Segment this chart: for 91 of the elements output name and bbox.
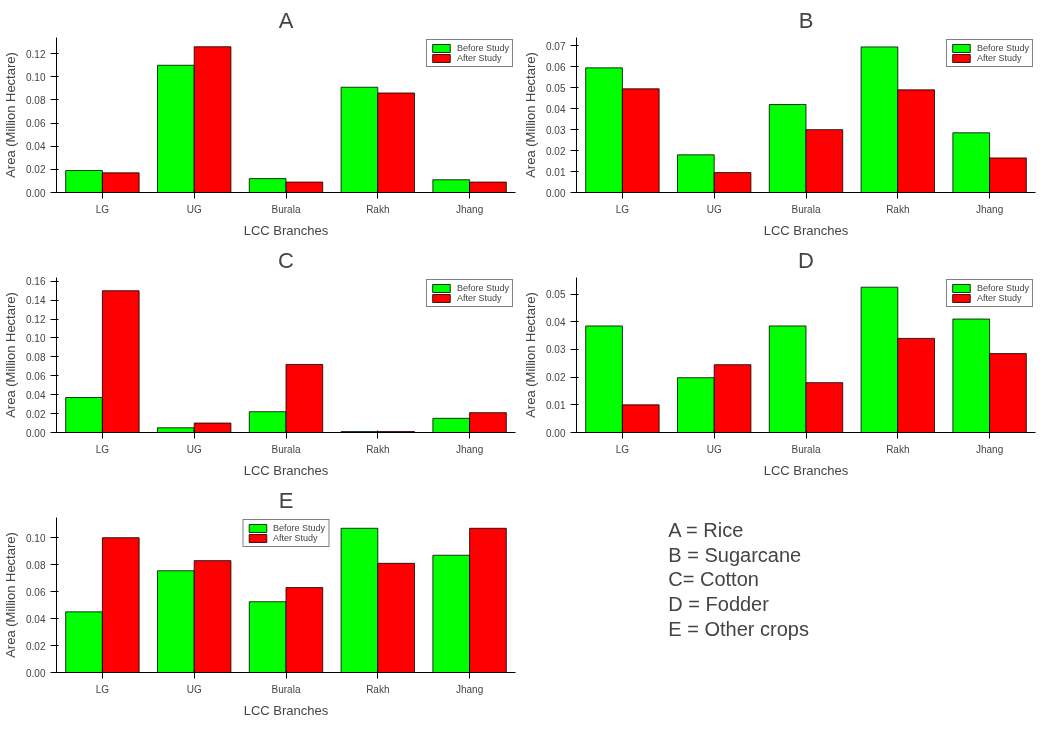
legend-label: After Study <box>976 293 1022 303</box>
x-tick-label: Rakh <box>366 683 390 695</box>
x-tick-label: Burala <box>791 203 821 215</box>
x-tick-label: LG <box>95 203 110 215</box>
y-tick-label: 0.02 <box>26 164 46 176</box>
y-tick-label: 0.04 <box>26 613 46 625</box>
y-tick-label: 0.03 <box>546 344 566 356</box>
y-tick-label: 0.08 <box>26 351 46 363</box>
x-tick-label: UG <box>186 683 202 695</box>
y-tick-label: 0.01 <box>546 399 566 411</box>
legend-label: Before Study <box>456 43 509 53</box>
y-tick-label: 0.10 <box>26 532 46 544</box>
legend-label: After Study <box>456 53 502 63</box>
y-tick-label: 0.06 <box>26 118 46 130</box>
y-tick-label: 0.10 <box>26 332 46 344</box>
y-tick-label: 0.01 <box>546 166 566 178</box>
y-tick-label: 0.06 <box>26 370 46 382</box>
y-tick-label: 0.06 <box>26 586 46 598</box>
legend-label: Before Study <box>456 283 509 293</box>
y-tick-label: 0.00 <box>26 427 46 439</box>
text: D = Fodder <box>668 593 770 616</box>
x-tick-label: UG <box>706 203 722 215</box>
chart-title: D <box>798 247 814 273</box>
y-tick-label: 0.02 <box>546 372 566 384</box>
x-tick-label: LG <box>615 443 630 455</box>
legend-label: Before Study <box>272 523 326 533</box>
x-tick-label: Burala <box>271 443 301 455</box>
x-tick-label: Jhang <box>975 443 1004 455</box>
x-tick-label: Burala <box>271 203 301 215</box>
legend-label: Before Study <box>976 283 1029 293</box>
legend-label: After Study <box>976 53 1022 63</box>
y-tick-label: 0.02 <box>546 145 566 157</box>
chart-title: B <box>798 7 814 33</box>
chart-title: E <box>278 487 294 513</box>
y-axis-title: Area (Million Hectare) <box>3 52 19 178</box>
y-tick-label: 0.00 <box>546 427 566 439</box>
x-axis-title: LCC Branches <box>243 222 329 238</box>
text: A = Rice <box>668 518 744 541</box>
x-axis-title: LCC Branches <box>243 462 329 478</box>
y-axis-title: Area (Million Hectare) <box>3 532 19 658</box>
x-tick-label: Jhang <box>455 203 484 215</box>
x-axis-title: LCC Branches <box>243 702 329 718</box>
y-tick-label: 0.12 <box>26 314 46 326</box>
x-tick-label: UG <box>706 443 722 455</box>
y-tick-label: 0.04 <box>26 389 46 401</box>
y-tick-label: 0.02 <box>26 640 46 652</box>
y-axis-title: Area (Million Hectare) <box>3 292 19 418</box>
y-tick-label: 0.04 <box>26 141 46 153</box>
x-tick-label: Rakh <box>886 443 910 455</box>
y-tick-label: 0.08 <box>26 559 46 571</box>
legend-label: After Study <box>456 293 502 303</box>
x-tick-label: Rakh <box>886 203 910 215</box>
y-tick-label: 0.08 <box>26 94 46 106</box>
legend-label: Before Study <box>976 43 1029 53</box>
x-axis-title: LCC Branches <box>763 462 849 478</box>
x-tick-label: Jhang <box>455 683 484 695</box>
y-tick-label: 0.00 <box>546 187 566 199</box>
y-tick-label: 0.00 <box>26 187 46 199</box>
x-tick-label: UG <box>186 443 202 455</box>
y-tick-label: 0.12 <box>26 48 46 60</box>
x-tick-label: Jhang <box>975 203 1004 215</box>
y-tick-label: 0.05 <box>546 82 566 94</box>
text: E = Other crops <box>668 617 809 640</box>
x-tick-label: Burala <box>791 443 821 455</box>
x-tick-label: Jhang <box>455 443 484 455</box>
x-axis-title: LCC Branches <box>763 222 849 238</box>
y-tick-label: 0.10 <box>26 71 46 83</box>
x-tick-label: LG <box>95 683 110 695</box>
y-tick-label: 0.05 <box>546 289 566 301</box>
x-tick-label: LG <box>95 443 110 455</box>
y-tick-label: 0.06 <box>546 61 566 73</box>
legend-label: After Study <box>272 533 318 543</box>
x-tick-label: Rakh <box>366 203 390 215</box>
x-tick-label: LG <box>615 203 630 215</box>
chart-title: C <box>278 247 295 273</box>
y-tick-label: 0.04 <box>546 103 566 115</box>
x-tick-label: Burala <box>271 683 301 695</box>
y-tick-label: 0.16 <box>26 276 46 288</box>
y-axis-title: Area (Million Hectare) <box>523 52 539 178</box>
text: C= Cotton <box>668 568 759 591</box>
y-tick-label: 0.03 <box>546 124 566 136</box>
y-tick-label: 0.04 <box>546 316 566 328</box>
y-tick-label: 0.14 <box>26 295 46 307</box>
y-tick-label: 0.00 <box>26 667 46 679</box>
y-tick-label: 0.02 <box>26 408 46 420</box>
y-tick-label: 0.07 <box>546 40 566 52</box>
x-tick-label: UG <box>186 203 202 215</box>
x-tick-label: Rakh <box>366 443 390 455</box>
y-axis-title: Area (Million Hectare) <box>523 292 539 418</box>
chart-title: A <box>278 7 294 33</box>
text: B = Sugarcane <box>668 543 802 566</box>
